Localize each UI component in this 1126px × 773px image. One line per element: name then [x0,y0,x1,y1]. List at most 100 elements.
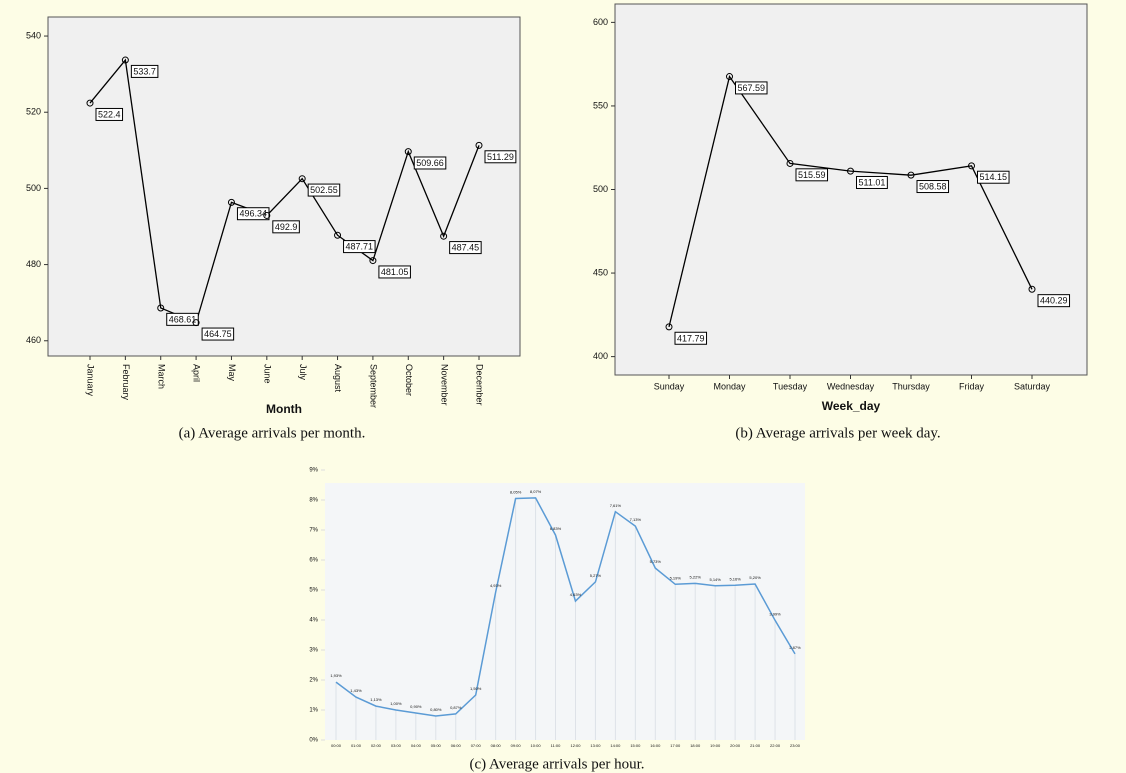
y-tick-label: 400 [593,351,608,361]
point [907,171,915,179]
x-tick-label: 08:00 [491,743,502,748]
data-label: 8,05% [510,490,522,495]
data-label: 1,13% [370,697,382,702]
x-tick-label: 14:00 [610,743,621,748]
x-tick-label: 02:00 [371,743,382,748]
x-tick-label: 06:00 [451,743,462,748]
data-label-box [343,240,376,254]
x-tick-label: 16:00 [650,743,661,748]
data-label: 1,93% [330,673,342,678]
y-tick-label: 0% [309,738,318,744]
point [227,198,235,206]
x-tick-label: 01:00 [351,743,362,748]
x-tick-label: Friday [959,381,985,391]
data-line [668,74,1033,328]
point [263,211,271,219]
x-tick-label: 22:00 [770,743,781,748]
x-tick-label: 07:00 [471,743,482,748]
x-tick-label: Thursday [892,381,930,391]
data-line [335,497,796,717]
y-tick-label: 6% [309,558,318,564]
data-label-box [449,241,482,255]
data-label: 1,50% [470,686,482,691]
data-label: 8,07% [530,489,542,494]
x-tick-label: June [262,364,272,384]
x-tick-label: January [86,364,96,397]
point [298,175,306,183]
data-label: 0,87% [450,705,462,710]
data-label: 496.34 [239,209,267,219]
x-axis-title: Week_day [822,399,881,413]
data-label: 417.79 [677,333,705,343]
data-label: 487.71 [346,242,374,252]
data-label: 5,27% [590,573,602,578]
data-label: 533.7 [133,66,156,76]
data-label-box [307,183,341,197]
y-tick-label: 550 [593,100,608,110]
caption: (a) Average arrivals per month. [179,425,366,441]
data-label-box [856,175,888,189]
x-tick-label: 12:00 [570,743,581,748]
point [86,99,94,107]
x-tick-label: September [369,364,379,408]
data-label-box [378,265,411,279]
data-label-box [1037,294,1071,308]
x-tick-label: 04:00 [411,743,422,748]
data-label: 5,14% [710,577,722,582]
x-tick-label: 19:00 [710,743,721,748]
data-label-box [795,168,829,182]
data-label-box [166,312,199,326]
data-label: 5,20% [749,575,761,580]
x-tick-label: 21:00 [750,743,761,748]
y-tick-label: 450 [593,267,608,277]
point [847,167,854,175]
caption: (b) Average arrivals per week day. [735,425,940,441]
y-tick-label: 2% [309,678,318,684]
x-tick-label: 09:00 [511,743,522,748]
x-tick-label: August [333,364,343,393]
x-tick-label: 11:00 [551,743,561,748]
point [157,304,165,312]
x-tick-label: July [298,364,308,381]
data-label: 509.66 [416,158,444,168]
data-label: 481.05 [381,267,409,277]
point [334,231,342,239]
point [726,73,733,81]
caption: (c) Average arrivals per hour. [469,756,644,772]
data-label: 567.59 [738,83,766,93]
data-label: 468.61 [169,314,197,324]
y-tick-label: 3% [309,648,318,654]
point [665,323,673,331]
data-label: 4,93% [490,583,502,588]
data-label: 2,87% [789,645,801,650]
plot-area [325,483,805,740]
y-tick-label: 600 [593,17,608,27]
data-label: 440.29 [1040,296,1068,306]
data-label: 487.45 [452,243,480,253]
y-tick-label: 540 [26,30,41,40]
point [1028,285,1036,293]
point [121,56,129,64]
x-tick-label: 23:00 [790,743,801,748]
data-label-box [916,180,950,194]
x-axis-title: Month [266,402,302,416]
point [786,159,794,167]
data-label: 514.15 [980,172,1008,182]
data-label-box [95,107,124,121]
data-label: 515.59 [798,170,826,180]
data-label: 0,80% [430,707,442,712]
x-tick-label: February [121,364,131,401]
point [968,162,975,170]
data-label: 5,16% [729,576,741,581]
x-tick-label: 03:00 [391,743,402,748]
data-label-box [484,150,517,164]
x-tick-label: Monday [713,381,746,391]
x-tick-label: Saturday [1014,381,1051,391]
y-tick-label: 480 [26,259,41,269]
data-label-box [130,64,159,78]
x-tick-label: May [227,364,237,382]
data-label: 511.01 [859,177,886,187]
data-label: 508.58 [919,182,947,192]
data-label: 0,90% [410,704,422,709]
